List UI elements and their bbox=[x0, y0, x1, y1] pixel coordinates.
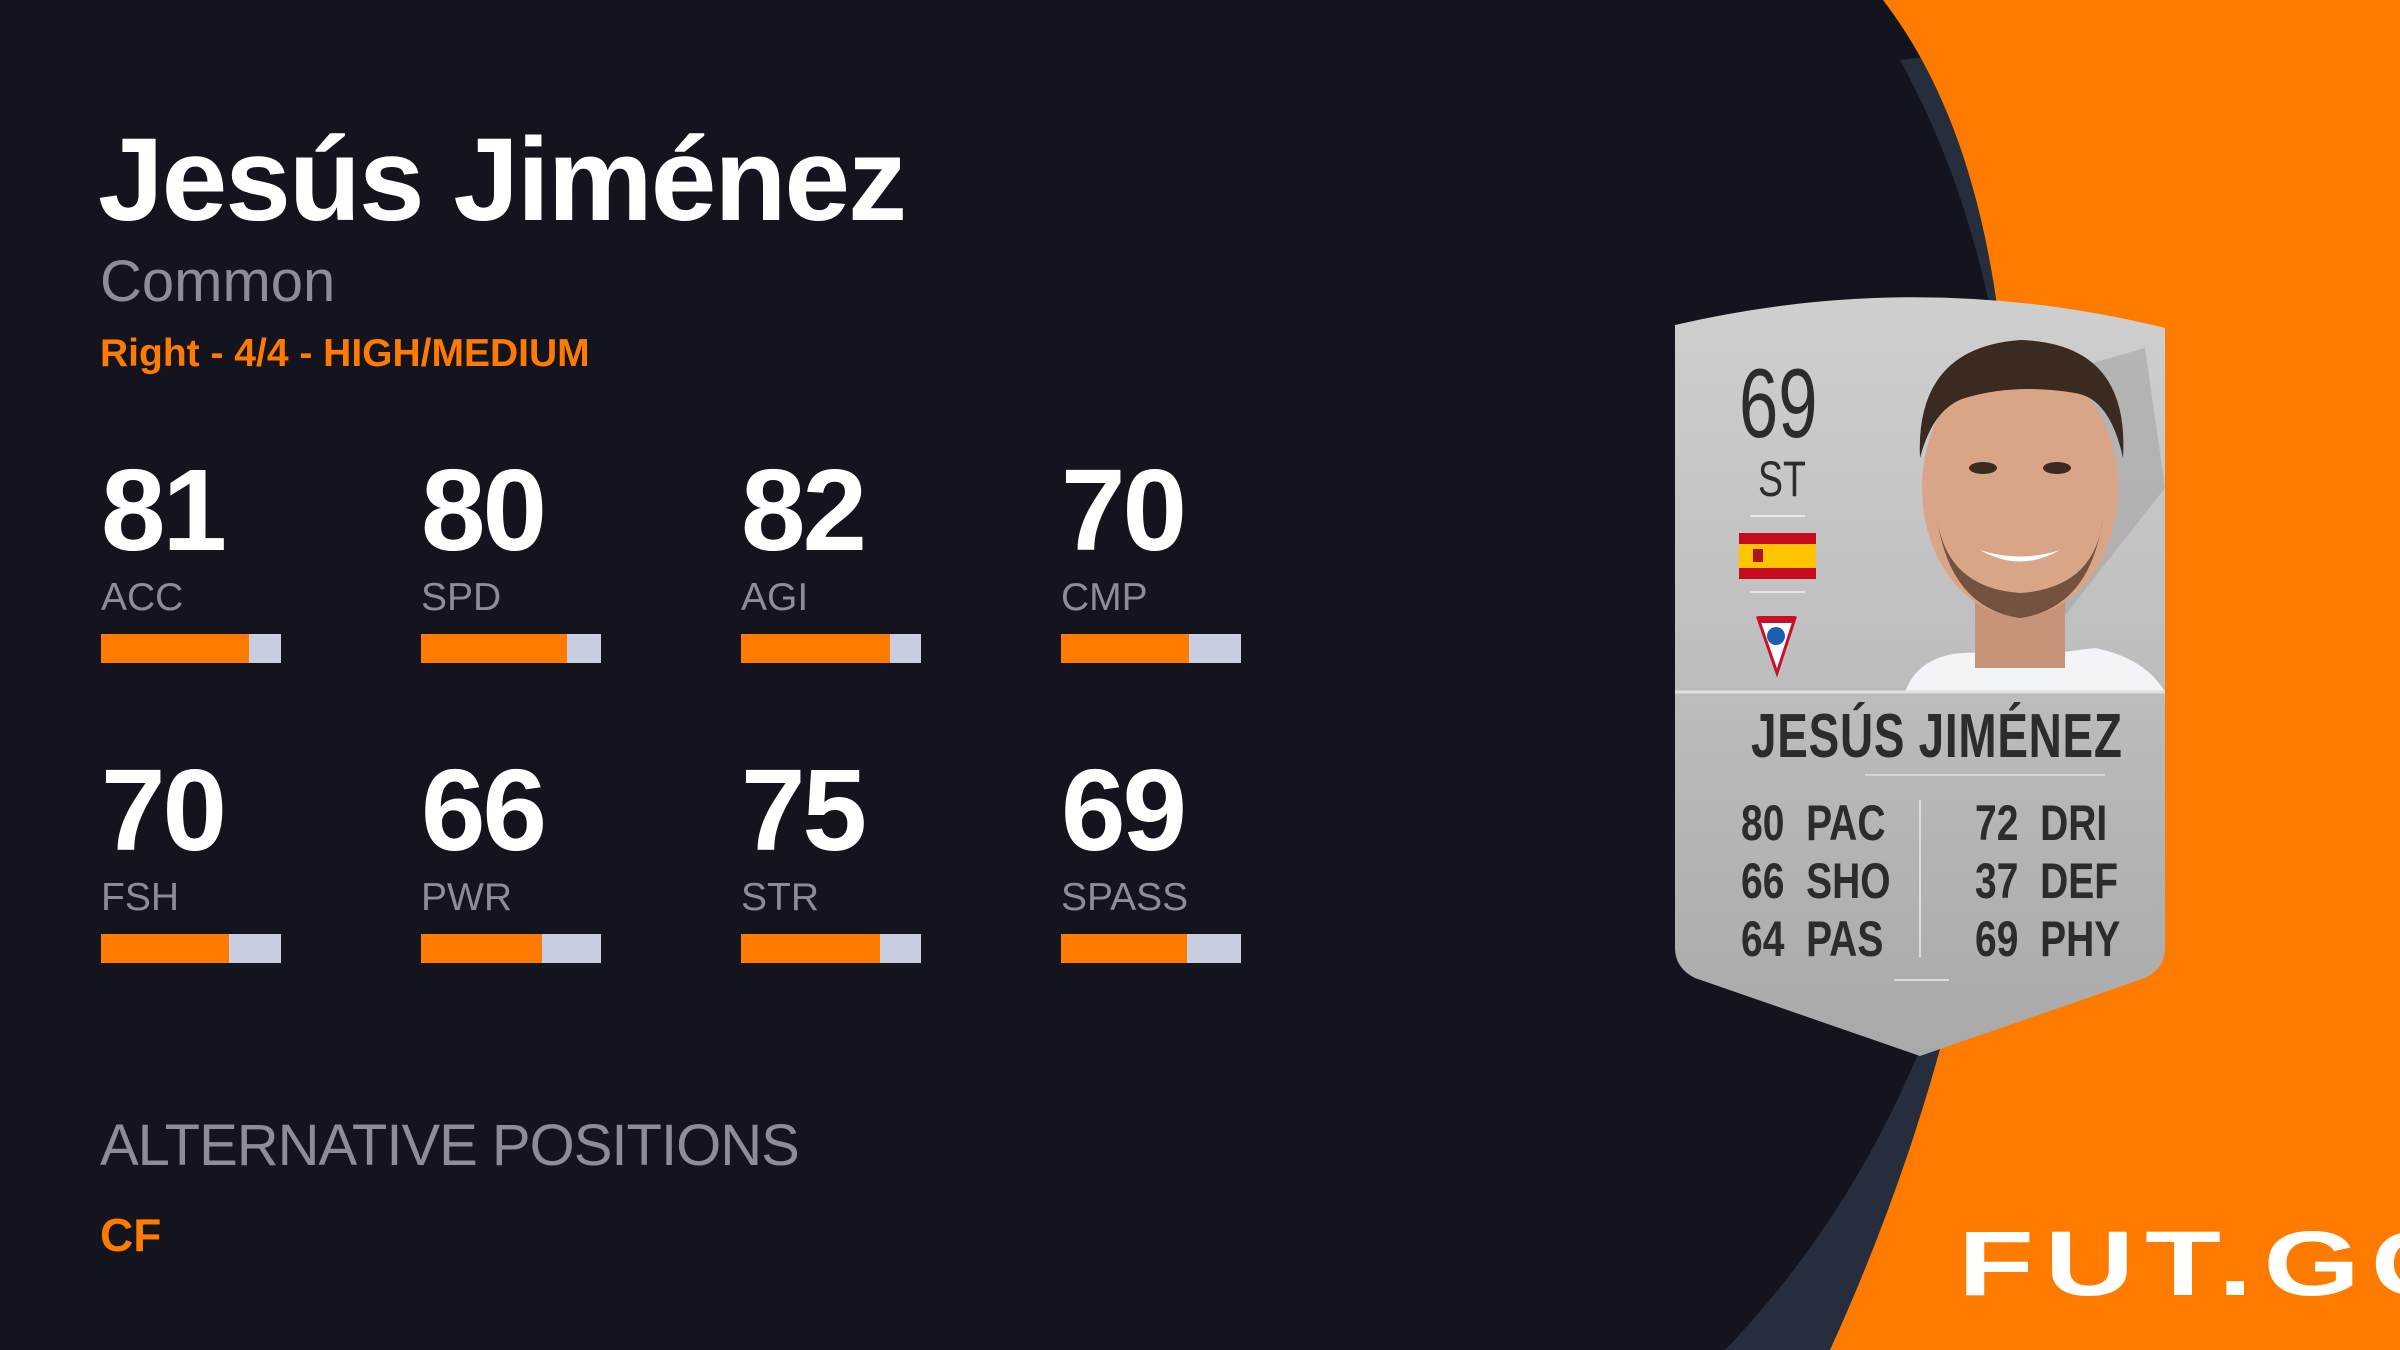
card-stat-value: 37 bbox=[1975, 853, 2019, 909]
stat-label: SPD bbox=[421, 576, 502, 619]
card-stat-label: PAC bbox=[1806, 795, 1886, 851]
stat-bar bbox=[421, 934, 601, 963]
stat-bar-fill bbox=[101, 634, 249, 663]
card-position: ST bbox=[1758, 451, 1806, 507]
stat-bar-fill bbox=[741, 634, 891, 663]
card-stat-value: 64 bbox=[1741, 911, 1785, 967]
card-player-name: JESÚS JIMÉNEZ bbox=[1751, 702, 2123, 771]
card-stat-label: PAS bbox=[1806, 911, 1884, 967]
spain-flag-icon bbox=[1739, 533, 1816, 579]
stat-value: 70 bbox=[1061, 445, 1187, 575]
card-stat-label: SHO bbox=[1806, 853, 1891, 909]
stat-fsh: 70 FSH bbox=[101, 752, 281, 963]
card-stat-label: PHY bbox=[2040, 911, 2121, 967]
card-rating: 69 bbox=[1739, 348, 1818, 458]
alternative-positions-title: ALTERNATIVE POSITIONS bbox=[100, 1113, 800, 1178]
stat-bar-fill bbox=[1061, 634, 1189, 663]
stat-label: STR bbox=[741, 876, 819, 919]
stat-cmp: 70 CMP bbox=[1061, 452, 1241, 663]
card-stat-def: 37 DEF bbox=[1975, 856, 2118, 906]
player-foot-workrates: Right - 4/4 - HIGH/MEDIUM bbox=[100, 332, 590, 375]
stat-bar bbox=[741, 634, 921, 663]
player-card: 69 ST JESÚS JIMÉNEZ 80 PAC 66 SHO 64 PAS 72… bbox=[1675, 288, 2165, 1056]
stat-label: ACC bbox=[101, 576, 184, 619]
stat-label: CMP bbox=[1061, 576, 1148, 619]
stat-bar bbox=[1061, 934, 1241, 963]
stat-str: 75 STR bbox=[741, 752, 921, 963]
card-stat-phy: 69 PHY bbox=[1975, 914, 2120, 964]
stat-bar bbox=[1061, 634, 1241, 663]
stat-value: 75 bbox=[741, 745, 867, 875]
stat-bar bbox=[421, 634, 601, 663]
card-stat-value: 80 bbox=[1741, 795, 1785, 851]
card-stat-sho: 66 SHO bbox=[1741, 856, 1891, 906]
stat-label: SPASS bbox=[1061, 876, 1189, 919]
stat-bar bbox=[101, 934, 281, 963]
club-badge-icon bbox=[1755, 616, 1798, 678]
fut-gg-logo[interactable]: FUT.GG bbox=[1958, 1213, 2400, 1315]
card-stat-label: DEF bbox=[2040, 853, 2119, 909]
stat-value: 70 bbox=[101, 745, 227, 875]
stat-spd: 80 SPD bbox=[421, 452, 601, 663]
stat-bar-fill bbox=[1061, 934, 1187, 963]
card-stat-label: DRI bbox=[2040, 795, 2108, 851]
card-stat-value: 69 bbox=[1975, 911, 2019, 967]
stat-bar bbox=[101, 634, 281, 663]
stat-value: 69 bbox=[1061, 745, 1187, 875]
stat-acc: 81 ACC bbox=[101, 452, 281, 663]
card-stat-pac: 80 PAC bbox=[1741, 798, 1886, 848]
player-rarity: Common bbox=[100, 249, 336, 314]
stat-bar-fill bbox=[741, 934, 880, 963]
stat-spass: 69 SPASS bbox=[1061, 752, 1241, 963]
player-photo bbox=[1905, 340, 2165, 692]
stat-bar bbox=[741, 934, 921, 963]
stat-bar-fill bbox=[421, 934, 542, 963]
card-stat-value: 72 bbox=[1975, 795, 2019, 851]
stat-agi: 82 AGI bbox=[741, 452, 921, 663]
stat-label: PWR bbox=[421, 876, 512, 919]
card-stat-value: 66 bbox=[1741, 853, 1785, 909]
stat-label: AGI bbox=[741, 576, 809, 619]
stat-label: FSH bbox=[101, 876, 179, 919]
player-name: Jesús Jiménez bbox=[98, 114, 907, 246]
stat-value: 80 bbox=[421, 445, 547, 575]
card-stat-dri: 72 DRI bbox=[1975, 798, 2107, 848]
stat-value: 82 bbox=[741, 445, 867, 575]
stat-value: 66 bbox=[421, 745, 547, 875]
alternative-position: CF bbox=[100, 1209, 162, 1261]
stat-bar-fill bbox=[101, 934, 229, 963]
stat-value: 81 bbox=[101, 445, 227, 575]
stat-pwr: 66 PWR bbox=[421, 752, 601, 963]
card-stat-pas: 64 PAS bbox=[1741, 914, 1883, 964]
stat-bar-fill bbox=[421, 634, 567, 663]
